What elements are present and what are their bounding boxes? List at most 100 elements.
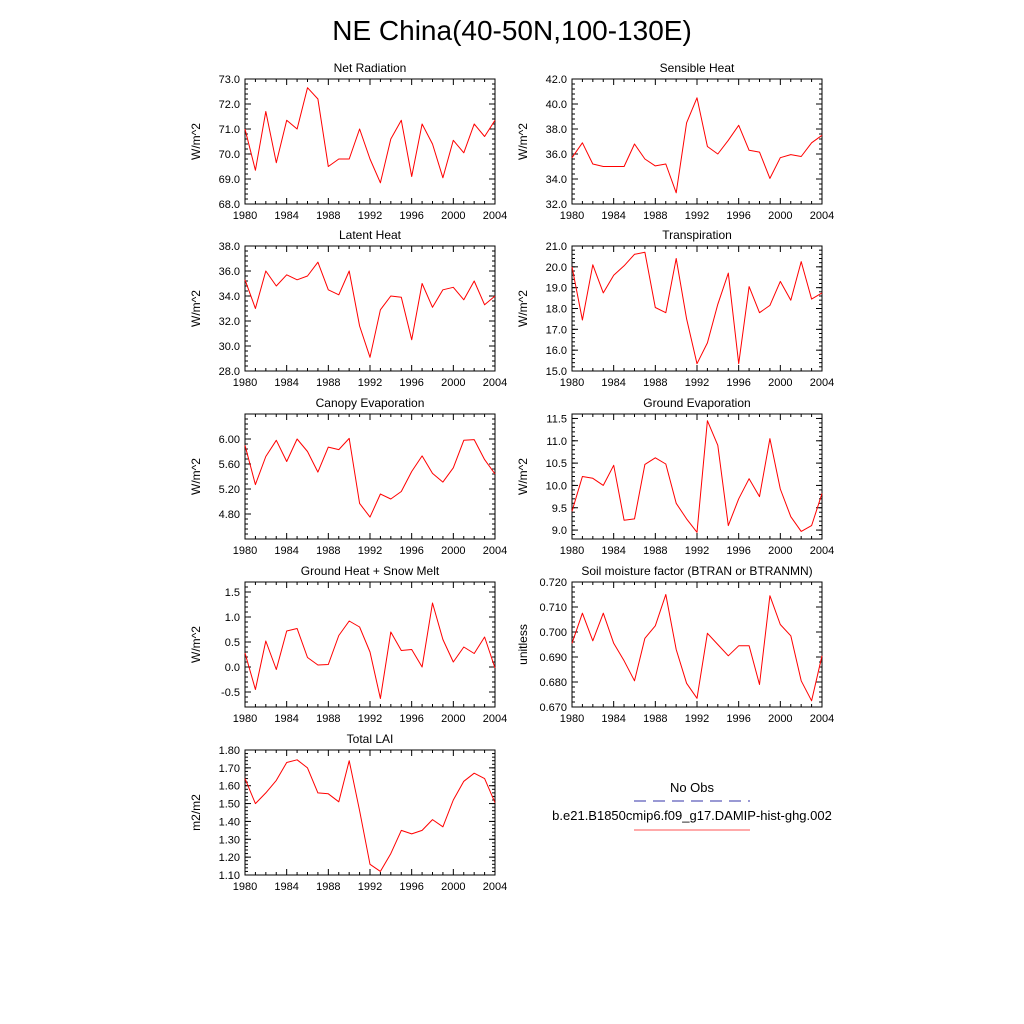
x-tick-label: 2000 [441, 713, 465, 725]
y-axis-label: W/m^2 [189, 626, 203, 663]
series-line-sensible-heat [571, 97, 823, 194]
plot-frame [244, 413, 496, 540]
y-tick-label: 20.0 [546, 262, 567, 274]
x-tick-label: 2000 [768, 545, 792, 557]
y-tick-label: 69.0 [219, 174, 240, 186]
y-axis-label: W/m^2 [516, 290, 530, 327]
x-tick-label: 1992 [685, 545, 709, 557]
x-tick-label: 1996 [399, 210, 423, 222]
panel-total-lai: 1980 1984 1988 1992 1996 2000 2004 1.10 1.20 1.30… [189, 732, 507, 893]
y-tick-label: 1.60 [219, 781, 240, 793]
y-tick-label: 1.80 [219, 745, 240, 757]
x-tick-label: 1996 [399, 881, 423, 893]
y-tick-label: 34.0 [546, 174, 567, 186]
plot-frame [244, 581, 496, 708]
y-tick-label: 68.0 [219, 199, 240, 211]
y-tick-label: 71.0 [219, 124, 240, 136]
x-tick-label: 2004 [483, 713, 507, 725]
y-axis-label: W/m^2 [516, 123, 530, 160]
x-tick-label: 1984 [601, 545, 625, 557]
x-tick-label: 1984 [274, 377, 298, 389]
y-axis-label: unitless [516, 624, 530, 665]
panel-title: Ground Evaporation [643, 396, 750, 410]
plot-frame [244, 245, 496, 372]
legend-label-simulation: b.e21.B1850cmip6.f09_g17.DAMIP-hist-ghg.… [552, 808, 832, 823]
series-line-canopy-evaporation [244, 437, 496, 518]
y-tick-label: 28.0 [219, 366, 240, 378]
y-tick-label: 0.0 [225, 662, 240, 674]
panel-ground-heat-snow-melt: 1980 1984 1988 1992 1996 2000 2004 -0.5 0.0 0.5 1.… [189, 564, 507, 725]
y-tick-label: 1.0 [225, 612, 240, 624]
y-tick-label: 0.680 [539, 677, 567, 689]
x-tick-label: 2000 [441, 545, 465, 557]
x-tick-label: 1992 [358, 210, 382, 222]
x-tick-label: 1980 [233, 881, 257, 893]
x-tick-label: 1984 [274, 210, 298, 222]
y-tick-label: 30.0 [219, 341, 240, 353]
x-tick-label: 1992 [685, 210, 709, 222]
plot-frame [571, 245, 823, 372]
y-tick-label: 9.5 [552, 503, 567, 515]
y-tick-label: 0.5 [225, 637, 240, 649]
legend: No Obs b.e21.B1850cmip6.f09_g17.DAMIP-hi… [552, 780, 832, 831]
x-tick-label: 2000 [441, 210, 465, 222]
x-tick-label: 2000 [768, 713, 792, 725]
y-tick-label: 1.50 [219, 799, 240, 811]
y-tick-label: 17.0 [546, 324, 567, 336]
panels: 1980 1984 1988 1992 1996 2000 2004 68.0 69.0 70.0… [189, 61, 834, 893]
y-tick-label: 5.20 [219, 484, 240, 496]
x-tick-label: 1992 [685, 377, 709, 389]
y-tick-label: 10.5 [546, 458, 567, 470]
y-tick-label: 36.0 [546, 149, 567, 161]
panel-title: Net Radiation [334, 61, 407, 75]
x-tick-label: 1980 [233, 210, 257, 222]
y-tick-label: 38.0 [546, 124, 567, 136]
y-tick-label: 0.720 [539, 577, 567, 589]
y-tick-label: 1.5 [225, 587, 240, 599]
y-axis-label: W/m^2 [189, 290, 203, 327]
plot-frame [571, 581, 823, 708]
y-tick-label: 1.70 [219, 763, 240, 775]
series-line-latent-heat [244, 261, 496, 358]
y-tick-label: 0.670 [539, 702, 567, 714]
y-tick-label: 38.0 [219, 241, 240, 253]
y-tick-label: 70.0 [219, 149, 240, 161]
series-line-net-radiation [244, 87, 496, 184]
y-tick-label: 11.5 [546, 413, 567, 425]
panel-soil-moisture-factor-btran-or-btranmn: 1980 1984 1988 1992 1996 2000 2004 0.670 0.680 0.… [516, 564, 834, 725]
x-tick-label: 2000 [768, 377, 792, 389]
x-tick-label: 1992 [358, 377, 382, 389]
x-tick-label: 1996 [399, 545, 423, 557]
y-tick-label: 11.0 [546, 436, 567, 448]
y-axis-label: W/m^2 [189, 123, 203, 160]
x-tick-label: 1988 [643, 377, 667, 389]
y-tick-label: 72.0 [219, 99, 240, 111]
x-tick-label: 2004 [483, 377, 507, 389]
x-tick-label: 2000 [768, 210, 792, 222]
y-tick-label: 9.0 [552, 525, 567, 537]
y-tick-label: 40.0 [546, 99, 567, 111]
x-tick-label: 2004 [483, 881, 507, 893]
y-axis-label: m2/m2 [189, 794, 203, 831]
x-tick-label: 1996 [726, 377, 750, 389]
x-tick-label: 1988 [316, 545, 340, 557]
y-tick-label: 16.0 [546, 345, 567, 357]
x-tick-label: 1988 [316, 377, 340, 389]
x-tick-label: 1980 [560, 545, 584, 557]
panel-net-radiation: 1980 1984 1988 1992 1996 2000 2004 68.0 69.0 70.0… [189, 61, 507, 222]
y-tick-label: 1.20 [219, 852, 240, 864]
series-line-soil-moisture-factor-btran-or-btranmn [571, 594, 823, 702]
panel-title: Soil moisture factor (BTRAN or BTRANMN) [581, 564, 812, 578]
panel-title: Total LAI [347, 732, 394, 746]
y-tick-label: 73.0 [219, 74, 240, 86]
x-tick-label: 2000 [441, 377, 465, 389]
y-tick-label: 0.690 [539, 652, 567, 664]
y-tick-label: 10.0 [546, 480, 567, 492]
figure-title: NE China(40-50N,100-130E) [332, 15, 692, 46]
plot-frame [244, 78, 496, 205]
x-tick-label: 2004 [810, 377, 834, 389]
x-tick-label: 1992 [685, 713, 709, 725]
y-tick-label: 32.0 [546, 199, 567, 211]
series-line-transpiration [571, 251, 823, 365]
x-tick-label: 1980 [560, 377, 584, 389]
